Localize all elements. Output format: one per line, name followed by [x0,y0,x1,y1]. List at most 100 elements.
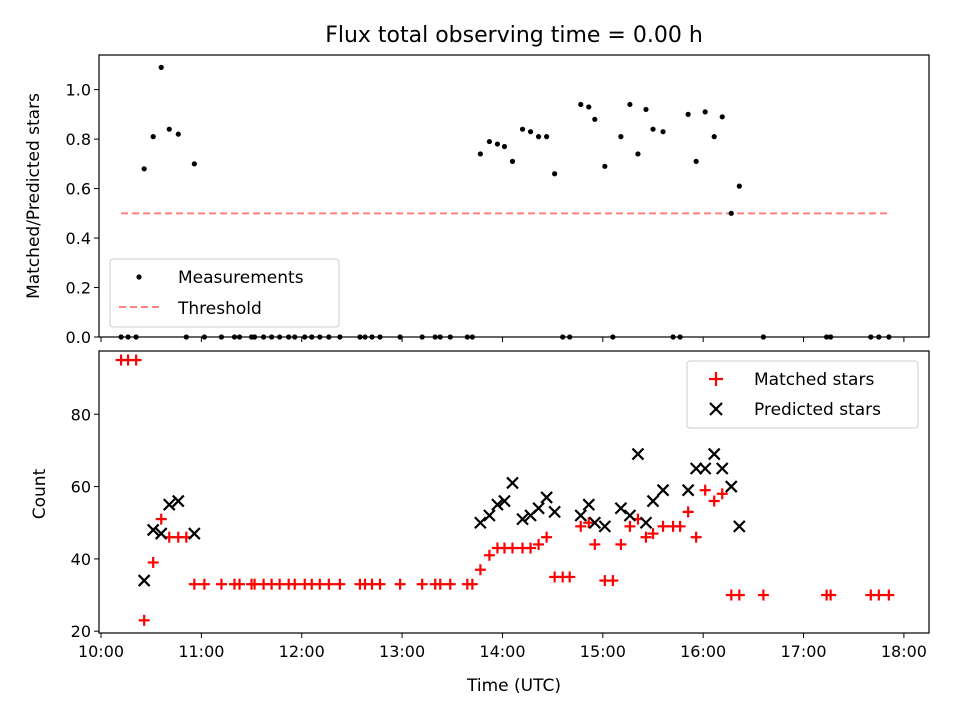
measurement-point [141,166,147,172]
measurement-point [477,151,483,157]
measurement-point [635,151,641,157]
measurement-point [736,183,742,189]
measurement-point [236,334,243,340]
measurement-point [602,163,608,169]
bottom-x-tick-label: 11:00 [178,642,224,661]
top-y-tick-label: 0.2 [66,279,91,298]
measurement-point [357,334,363,340]
legend-measurements-label: Measurements [178,268,304,288]
measurement-point [494,141,501,147]
measurement-point [685,111,691,117]
measurement-point [650,126,656,132]
top-y-tick-label: 1.0 [66,81,91,100]
matched-star-point [323,578,335,590]
top-y-tick-label: 0.4 [66,229,91,248]
matched-star-point [690,531,702,543]
bottom-x-tick-label: 17:00 [780,642,826,661]
matched-star-point [533,538,545,550]
measurement-point [868,334,874,340]
bottom-y-tick-label: 20 [71,622,91,641]
matched-star-point [334,578,346,590]
measurement-point [824,334,830,340]
matched-star-point [374,578,386,590]
bottom-plot-frame [98,350,930,634]
measurement-point [828,334,834,340]
bottom-x-axis-label: Time (UTC) [466,676,561,696]
measurement-point [369,334,375,340]
matched-star-point [564,571,576,583]
matched-star-point [583,517,595,529]
measurement-point [592,116,598,122]
measurement-point [501,143,508,150]
predicted-star-point [639,516,653,530]
measurement-point [660,129,666,135]
measurement-point [464,334,470,340]
predicted-star-point [646,494,660,508]
measurement-point [760,334,767,340]
measurement-point [544,134,550,140]
top-y-tick-label: 0.0 [66,328,91,347]
matched-star-point [130,354,142,366]
matched-star-point [699,484,711,496]
bottom-x-ticks: 10:00 11:00 12:00 13:00 14:00 15:00 16:00 17:00… [78,633,927,661]
predicted-star-point [588,516,602,530]
measurement-point [309,334,315,340]
predicted-star-point [498,494,511,508]
measurement-point [158,64,164,70]
measurement-point [560,334,566,340]
legend-predicted-marker [709,402,723,416]
matched-star-point [483,549,495,561]
matched-star-point [444,578,456,590]
measurement-point [519,126,526,132]
measurement-point [125,334,131,340]
predicted-star-point [540,491,553,504]
predicted-star-point [162,498,176,511]
measurement-point [362,334,368,340]
matched-star-point [541,531,553,543]
legend-measurements-marker [136,274,142,280]
top-y-tick-label: 0.8 [66,130,91,149]
predicted-star-point [483,509,496,522]
predicted-star-point [715,462,729,475]
measurement-point [552,171,558,177]
predicted-star-point [656,483,670,497]
measurement-point [702,109,708,115]
matched-star-point [434,578,446,590]
measurement-point [618,134,624,140]
predicted-star-point [506,476,519,490]
matched-star-point [575,520,587,532]
matched-star-point [188,578,200,590]
bottom-x-tick-label: 13:00 [379,642,425,661]
measurement-point [728,210,734,216]
measurement-point [610,334,616,340]
predicted-star-point [631,447,645,461]
measurement-point [447,334,453,340]
legend-threshold-label: Threshold [177,299,262,319]
measurement-point [218,334,225,340]
measurement-point [118,334,124,340]
measurement-point [711,134,717,140]
top-legend: Measurements Threshold [109,258,340,328]
bottom-x-tick-label: 15:00 [580,642,626,661]
matched-star-point [289,578,301,590]
measurement-point [260,334,267,340]
matched-star-point [155,513,167,525]
matched-star-point [682,506,694,518]
bottom-y-tick-label: 40 [71,550,91,569]
bottom-y-axis-label: Count [30,468,50,519]
measurement-point [231,334,238,340]
matched-star-point [394,578,406,590]
matched-star-point [416,578,428,590]
top-y-axis-label: Matched/Predicted stars [24,93,44,299]
matched-star-point [198,578,210,590]
matched-star-point [138,614,150,626]
matched-star-point [466,578,478,590]
matched-star-point [733,589,745,601]
measurement-point [251,334,258,340]
matched-star-points [115,354,895,626]
top-plot-frame [98,54,930,338]
predicted-star-point [681,483,695,497]
predicted-star-point [574,509,588,522]
